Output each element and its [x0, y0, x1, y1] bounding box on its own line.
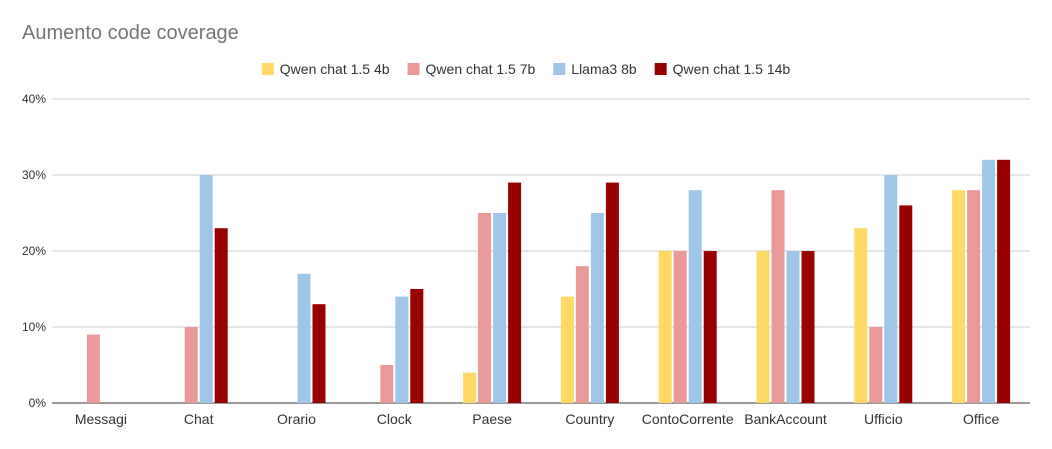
y-tick-label: 30%	[22, 168, 46, 182]
legend-label: Qwen chat 1.5 4b	[280, 61, 390, 77]
bar-bankaccount-1	[771, 190, 785, 403]
bar-office-1	[967, 190, 981, 403]
legend-swatch	[261, 63, 274, 75]
legend: Qwen chat 1.5 4b Qwen chat 1.5 7b Llama3 8…	[261, 61, 791, 77]
bar-ufficio-3	[899, 205, 913, 403]
bar-paese-0	[463, 372, 477, 403]
bar-paese-3	[508, 182, 522, 403]
bar-paese-1	[478, 213, 492, 403]
bar-bankaccount-2	[786, 251, 800, 403]
x-tick-label: Orario	[277, 411, 316, 427]
bar-chat-2	[199, 175, 213, 403]
x-tick-label: Country	[565, 411, 614, 427]
x-tick-label: BankAccount	[744, 411, 827, 427]
bar-contocorrente-2	[688, 190, 702, 403]
bar-clock-3	[410, 289, 424, 403]
x-tick-label: Messagi	[75, 411, 127, 427]
bar-clock-2	[395, 296, 409, 403]
bar-chat-3	[214, 228, 228, 403]
legend-swatch	[654, 63, 667, 75]
x-tick-label: Clock	[377, 411, 413, 427]
y-tick-label: 0%	[29, 396, 47, 410]
x-tick-label: Ufficio	[864, 411, 903, 427]
legend-label: Qwen chat 1.5 7b	[426, 61, 536, 77]
bar-clock-1	[380, 365, 394, 403]
y-tick-label: 10%	[22, 320, 46, 334]
bar-ufficio-1	[869, 327, 883, 403]
bar-contocorrente-0	[658, 251, 672, 403]
bar-ufficio-0	[854, 228, 868, 403]
legend-swatch	[553, 63, 566, 75]
bar-country-2	[590, 213, 604, 403]
bar-orario-2	[297, 273, 311, 403]
bar-country-3	[605, 182, 619, 403]
bar-contocorrente-3	[703, 251, 717, 403]
bar-paese-2	[493, 213, 507, 403]
legend-swatch	[407, 63, 420, 75]
y-tick-label: 40%	[22, 92, 46, 106]
bar-contocorrente-1	[673, 251, 687, 403]
bar-messagi-1	[86, 334, 100, 403]
bar-office-2	[982, 159, 996, 403]
bar-office-3	[997, 159, 1011, 403]
y-axis-tick-labels: 0% 10% 20% 30% 40%	[22, 92, 46, 410]
x-tick-label: Chat	[184, 411, 214, 427]
legend-label: Qwen chat 1.5 14b	[673, 61, 791, 77]
bar-office-0	[952, 190, 966, 403]
bar-orario-3	[312, 304, 326, 403]
grid-lines	[52, 98, 1030, 404]
chart-title: Aumento code coverage	[22, 22, 239, 44]
bar-chat-1	[184, 327, 198, 403]
bar-country-1	[575, 266, 589, 403]
x-tick-label: Paese	[472, 411, 512, 427]
bar-country-0	[560, 296, 574, 403]
y-tick-label: 20%	[22, 244, 46, 258]
legend-label: Llama3 8b	[571, 61, 637, 77]
bars	[86, 159, 1011, 403]
bar-bankaccount-3	[801, 251, 815, 403]
x-tick-label: ContoCorrente	[642, 411, 734, 427]
bar-bankaccount-0	[756, 251, 770, 403]
x-axis-tick-labels: Messagi Chat Orario Clock Paese Country ContoC…	[75, 411, 1000, 427]
x-tick-label: Office	[963, 411, 1000, 427]
bar-ufficio-2	[884, 175, 898, 403]
